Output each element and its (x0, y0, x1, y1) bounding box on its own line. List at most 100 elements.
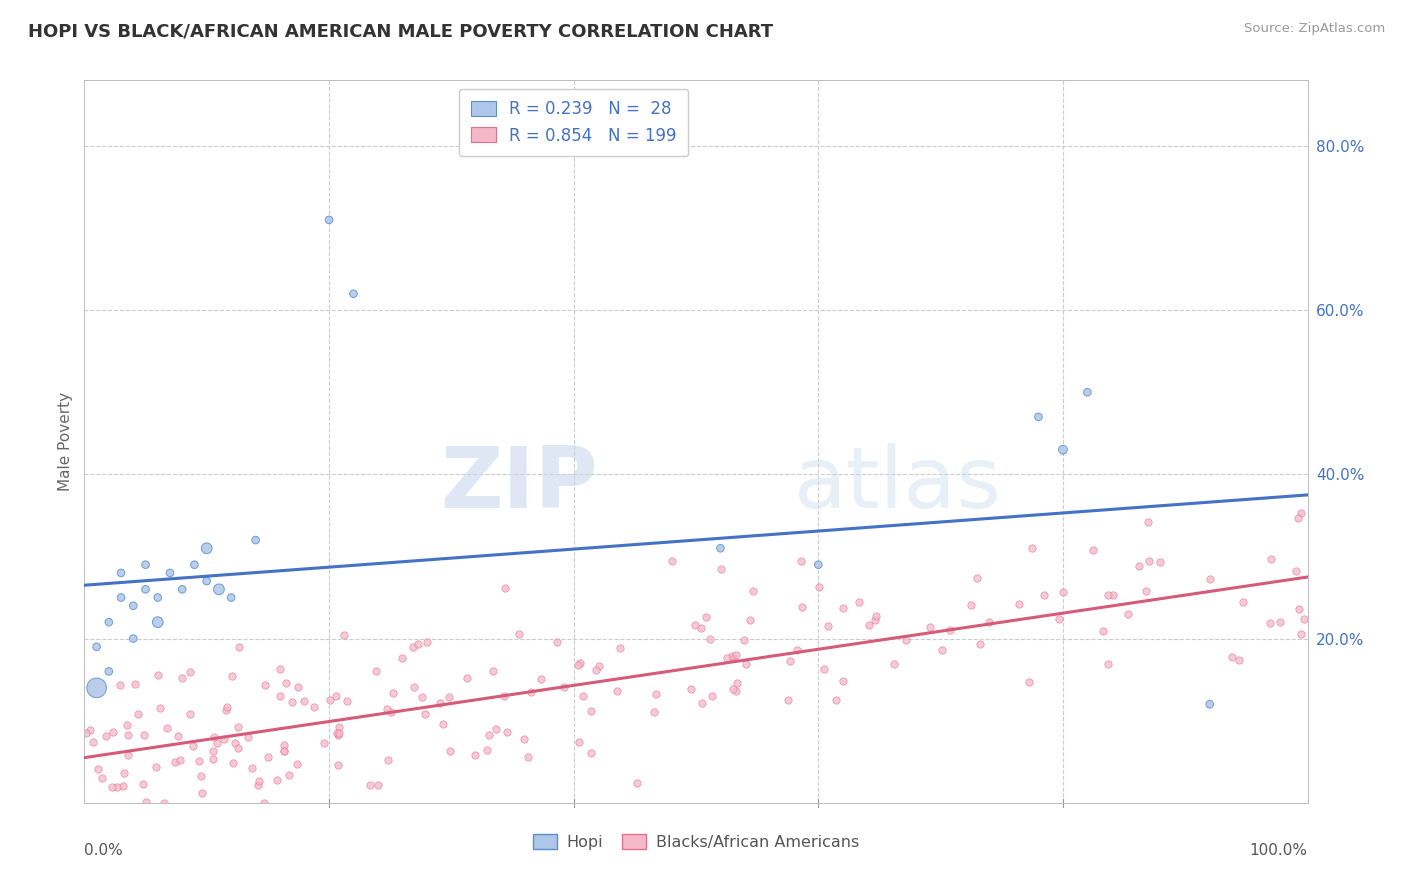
Point (1092, 624, 1115, 638)
Point (86, 681, 108, 695)
Point (695, 610, 717, 624)
Point (439, 744, 461, 758)
Point (569, 657, 592, 671)
Point (832, 601, 855, 615)
Point (1032, 589, 1054, 603)
Point (571, 690, 593, 704)
Point (325, 690, 347, 704)
Point (112, 765, 135, 780)
Point (79, 723, 101, 737)
Point (205, 736, 228, 750)
Point (152, 796, 174, 810)
Point (333, 627, 356, 641)
Point (858, 618, 880, 632)
Point (413, 707, 436, 722)
Point (579, 704, 602, 718)
Point (254, 678, 277, 692)
Point (492, 689, 515, 703)
Point (202, 744, 225, 758)
Point (689, 621, 711, 635)
Point (513, 732, 536, 747)
Point (1232, 595, 1254, 609)
Point (391, 651, 413, 665)
Point (1137, 554, 1160, 568)
Text: atlas: atlas (794, 443, 1002, 526)
Point (135, 795, 157, 809)
Point (1052, 585, 1074, 599)
Point (110, 591, 132, 605)
Point (110, 566, 132, 580)
Point (273, 743, 295, 757)
Point (359, 778, 381, 792)
Point (977, 615, 1000, 629)
Point (380, 706, 402, 720)
Point (692, 697, 714, 711)
Point (97, 665, 120, 679)
Point (342, 286, 364, 301)
Point (721, 648, 744, 663)
Point (1288, 602, 1310, 616)
Point (1137, 515, 1160, 529)
Point (482, 664, 505, 678)
Point (287, 680, 309, 694)
Point (135, 558, 157, 572)
Point (367, 778, 389, 792)
Point (159, 566, 181, 580)
Point (1101, 588, 1123, 602)
Point (456, 671, 478, 685)
Point (75, 726, 97, 740)
Point (191, 786, 214, 800)
Point (336, 694, 359, 708)
Point (741, 584, 763, 599)
Point (721, 682, 744, 697)
Point (960, 598, 983, 612)
Point (304, 699, 326, 714)
Point (735, 657, 758, 671)
Point (242, 761, 264, 775)
Point (918, 620, 941, 634)
Point (122, 599, 145, 613)
Point (134, 728, 156, 742)
Point (1021, 541, 1043, 556)
Point (156, 721, 179, 735)
Point (709, 541, 731, 556)
Point (478, 728, 501, 742)
Point (790, 554, 813, 568)
Point (212, 732, 235, 747)
Point (82, 735, 104, 749)
Point (236, 730, 259, 744)
Point (1285, 565, 1308, 579)
Text: 0.0%: 0.0% (84, 843, 124, 857)
Point (146, 667, 169, 681)
Point (813, 662, 835, 676)
Point (848, 595, 870, 609)
Point (228, 640, 250, 655)
Point (165, 755, 187, 769)
Point (817, 619, 839, 633)
Y-axis label: Male Poverty: Male Poverty (58, 392, 73, 491)
Point (485, 722, 508, 736)
Point (328, 720, 350, 734)
Point (328, 758, 350, 772)
Point (1047, 612, 1070, 626)
Point (274, 675, 297, 690)
Point (169, 753, 191, 767)
Point (318, 212, 340, 227)
Point (201, 752, 224, 766)
Point (94, 729, 117, 743)
Point (364, 664, 387, 678)
Point (683, 617, 706, 632)
Point (1258, 615, 1281, 630)
Point (644, 687, 666, 701)
Point (411, 690, 433, 704)
Point (863, 613, 886, 627)
Point (1291, 626, 1313, 640)
Point (464, 748, 486, 763)
Point (377, 753, 399, 767)
Point (328, 726, 350, 740)
Point (381, 686, 404, 700)
Point (319, 693, 342, 707)
Point (326, 726, 349, 740)
Point (508, 627, 530, 641)
Point (1083, 543, 1105, 558)
